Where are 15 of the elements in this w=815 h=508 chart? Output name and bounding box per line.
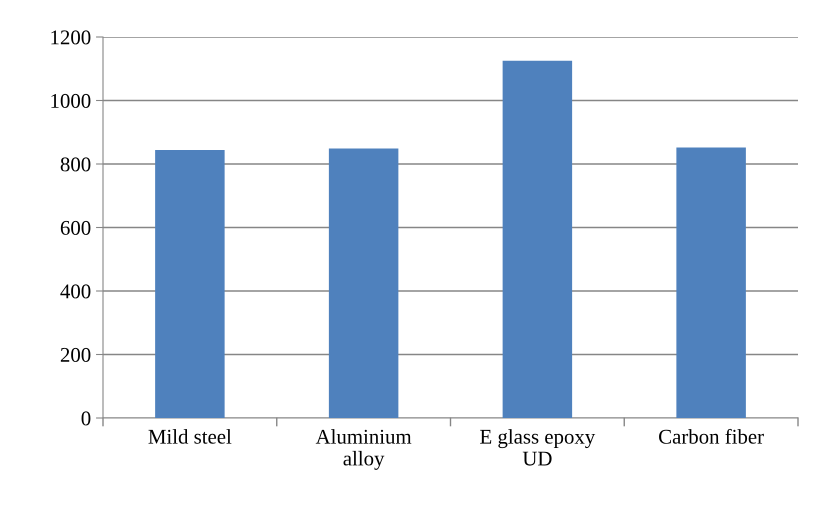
bar xyxy=(155,150,225,418)
bar xyxy=(328,148,398,418)
x-tick-label: Carbon fiber xyxy=(659,428,764,444)
x-tick-label: E glass epoxy UD xyxy=(480,429,596,466)
y-tick-label: 200 xyxy=(60,348,90,362)
bar xyxy=(676,147,746,418)
bar xyxy=(502,60,572,418)
y-tick-label: 400 xyxy=(60,284,90,298)
y-tick-label: 0 xyxy=(82,411,90,426)
y-tick-label: 600 xyxy=(60,220,90,235)
x-tick-label: Mild steel xyxy=(148,429,232,444)
y-tick-label: 1200 xyxy=(51,30,90,44)
y-tick-label: 1000 xyxy=(51,94,90,108)
y-tick-label: 800 xyxy=(60,157,90,172)
x-tick-label: Aluminium alloy xyxy=(316,429,412,470)
